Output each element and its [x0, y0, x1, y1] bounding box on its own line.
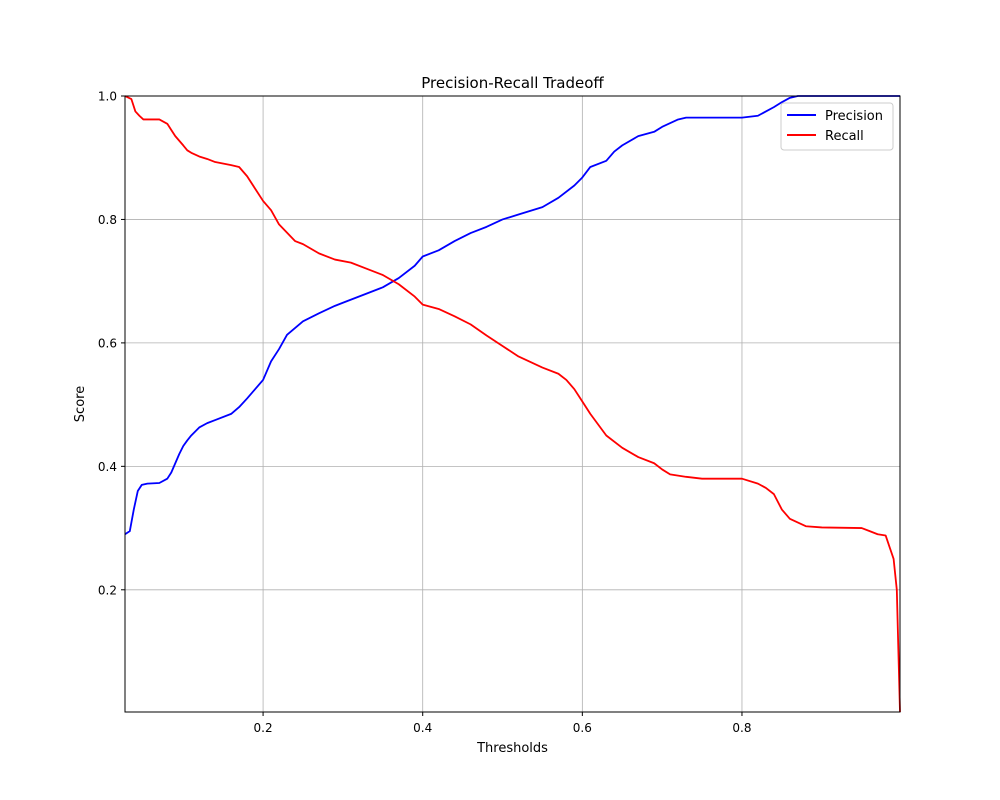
x-axis-label: Thresholds — [476, 741, 548, 756]
y-tick-label: 0.8 — [98, 213, 117, 227]
y-tick-label: 0.4 — [98, 460, 117, 474]
x-tick-label: 0.6 — [573, 721, 592, 735]
series-line-precision — [124, 95, 900, 535]
series-layer — [124, 95, 901, 713]
y-tick-label: 0.2 — [98, 583, 117, 597]
x-tick-label: 0.8 — [732, 721, 751, 735]
x-tick-label: 0.4 — [413, 721, 432, 735]
series-line-recall — [124, 95, 901, 713]
x-axis-ticks: 0.2 0.4 0.6 0.8 — [254, 712, 752, 735]
legend: Precision Recall — [780, 102, 894, 151]
y-tick-label: 1.0 — [98, 90, 117, 104]
y-axis-label: Score — [73, 386, 88, 422]
x-tick-label: 0.2 — [254, 721, 273, 735]
legend-label-precision: Precision — [825, 109, 883, 124]
y-tick-label: 0.6 — [98, 336, 117, 350]
chart-title: Precision-Recall Tradeoff — [421, 74, 604, 92]
legend-label-recall: Recall — [825, 129, 864, 144]
y-axis-ticks: 0.2 0.4 0.6 0.8 1.0 — [98, 90, 125, 597]
plot-frame — [124, 95, 901, 713]
